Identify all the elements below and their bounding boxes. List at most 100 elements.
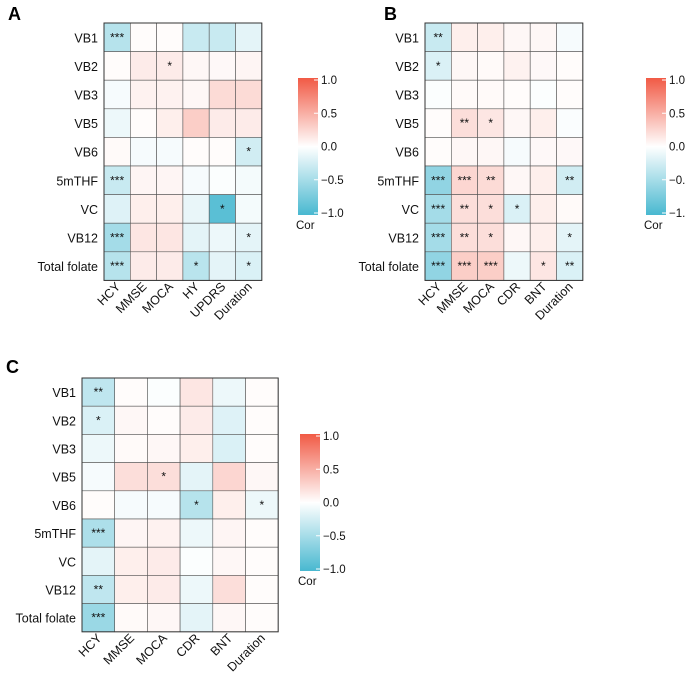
heatmap-cell xyxy=(208,79,236,110)
legend-tick-label: −0.5 xyxy=(321,175,344,187)
heatmap-cell xyxy=(245,546,279,576)
significance-marker: * xyxy=(96,413,101,427)
heatmap-cell xyxy=(245,575,279,604)
legend-tick-label: 0.0 xyxy=(669,142,685,154)
column-label: MOCA xyxy=(139,279,176,316)
heatmap-cell xyxy=(179,575,214,604)
heatmap-cell xyxy=(179,462,214,492)
heatmap-cell xyxy=(235,79,263,110)
significance-marker: * xyxy=(220,202,225,216)
heatmap-cell xyxy=(103,79,131,110)
heatmap-cell xyxy=(503,108,531,138)
heatmap-cell xyxy=(103,137,131,167)
heatmap-cell xyxy=(212,377,246,407)
significance-marker: ** xyxy=(460,116,470,130)
significance-marker: * xyxy=(194,498,199,512)
legend-tick-label: 1.0 xyxy=(669,75,685,87)
heatmap-cell xyxy=(156,79,184,110)
legend-title: Cor xyxy=(298,576,317,588)
heatmap-cell xyxy=(208,222,236,253)
significance-marker: * xyxy=(167,59,172,73)
row-label: VC xyxy=(81,203,98,217)
row-label: VB2 xyxy=(74,60,98,74)
heatmap-cell xyxy=(147,377,181,407)
heatmap-cell xyxy=(529,79,557,110)
legend-tick-label: 0.0 xyxy=(323,498,339,510)
heatmap-cell xyxy=(477,51,505,81)
panel-label: A xyxy=(8,4,21,24)
heatmap-cell xyxy=(503,251,531,281)
heatmap-cell xyxy=(156,222,184,253)
heatmap-cell xyxy=(245,462,279,492)
legend-title: Cor xyxy=(644,220,663,232)
row-label: VB2 xyxy=(52,414,76,428)
row-label: VC xyxy=(402,203,419,217)
heatmap-cell xyxy=(182,51,210,81)
significance-marker: * xyxy=(194,259,199,273)
heatmap-cell xyxy=(130,108,157,138)
heatmap-border xyxy=(424,22,584,281)
heatmap-cell xyxy=(235,108,263,138)
significance-marker: *** xyxy=(110,30,124,44)
row-label: VB3 xyxy=(52,443,76,457)
heatmap-cell xyxy=(529,194,557,224)
significance-marker: * xyxy=(488,231,493,245)
panel-label: B xyxy=(384,4,397,24)
significance-marker: * xyxy=(488,202,493,216)
row-label: VB1 xyxy=(395,31,419,45)
heatmap-cell xyxy=(450,137,478,167)
row-label: VB12 xyxy=(388,232,419,246)
column-label: HCY xyxy=(76,631,105,660)
heatmap-cell xyxy=(529,51,557,81)
heatmap-cell xyxy=(179,434,214,463)
heatmap-border xyxy=(81,377,279,633)
significance-marker: * xyxy=(246,259,251,273)
heatmap-cell xyxy=(114,603,148,633)
significance-marker: *** xyxy=(431,259,445,273)
significance-marker: *** xyxy=(110,231,124,245)
panel-label: C xyxy=(6,357,19,377)
heatmap-cell xyxy=(156,251,184,281)
column-label: CDR xyxy=(494,280,523,309)
heatmap-cell xyxy=(103,194,131,224)
heatmap-cell xyxy=(179,490,214,520)
significance-marker: *** xyxy=(110,173,124,187)
heatmap-cell xyxy=(81,603,116,633)
heatmap-cell xyxy=(556,251,584,281)
heatmap-cell xyxy=(556,108,584,138)
heatmap-cell xyxy=(81,434,116,463)
heatmap-cell xyxy=(114,377,148,407)
heatmap-cell xyxy=(130,51,157,81)
heatmap-cell xyxy=(130,165,157,195)
heatmap-cell xyxy=(450,108,478,138)
row-label: VB6 xyxy=(52,499,76,513)
heatmap-cell xyxy=(182,108,210,138)
heatmap-cell xyxy=(114,434,148,463)
heatmap-cell xyxy=(208,108,236,138)
heatmap-cell xyxy=(147,518,181,548)
heatmap-cell xyxy=(179,405,214,435)
heatmap-cell xyxy=(556,194,584,224)
heatmap-cell xyxy=(147,490,181,520)
heatmap-cell xyxy=(114,518,148,548)
heatmap-cell xyxy=(477,22,505,52)
heatmap-cell xyxy=(477,108,505,138)
row-label: 5mTHF xyxy=(377,174,419,188)
legend-title: Cor xyxy=(296,220,315,232)
heatmap-cell xyxy=(208,251,236,281)
heatmap-cell xyxy=(245,518,279,548)
heatmap-cell xyxy=(179,518,214,548)
row-label: VB12 xyxy=(67,232,98,246)
row-label: 5mTHF xyxy=(56,174,98,188)
significance-marker: * xyxy=(488,116,493,130)
heatmap-cell xyxy=(450,79,478,110)
column-label: MOCA xyxy=(133,631,170,668)
row-label: VC xyxy=(59,555,76,569)
legend-tick-label: 0.5 xyxy=(323,464,339,476)
heatmap-cell xyxy=(235,51,263,81)
significance-marker: *** xyxy=(457,173,471,187)
heatmap-cell xyxy=(130,222,157,253)
column-label: CDR xyxy=(174,631,203,660)
heatmap-cell xyxy=(130,137,157,167)
heatmap-cell xyxy=(503,194,531,224)
